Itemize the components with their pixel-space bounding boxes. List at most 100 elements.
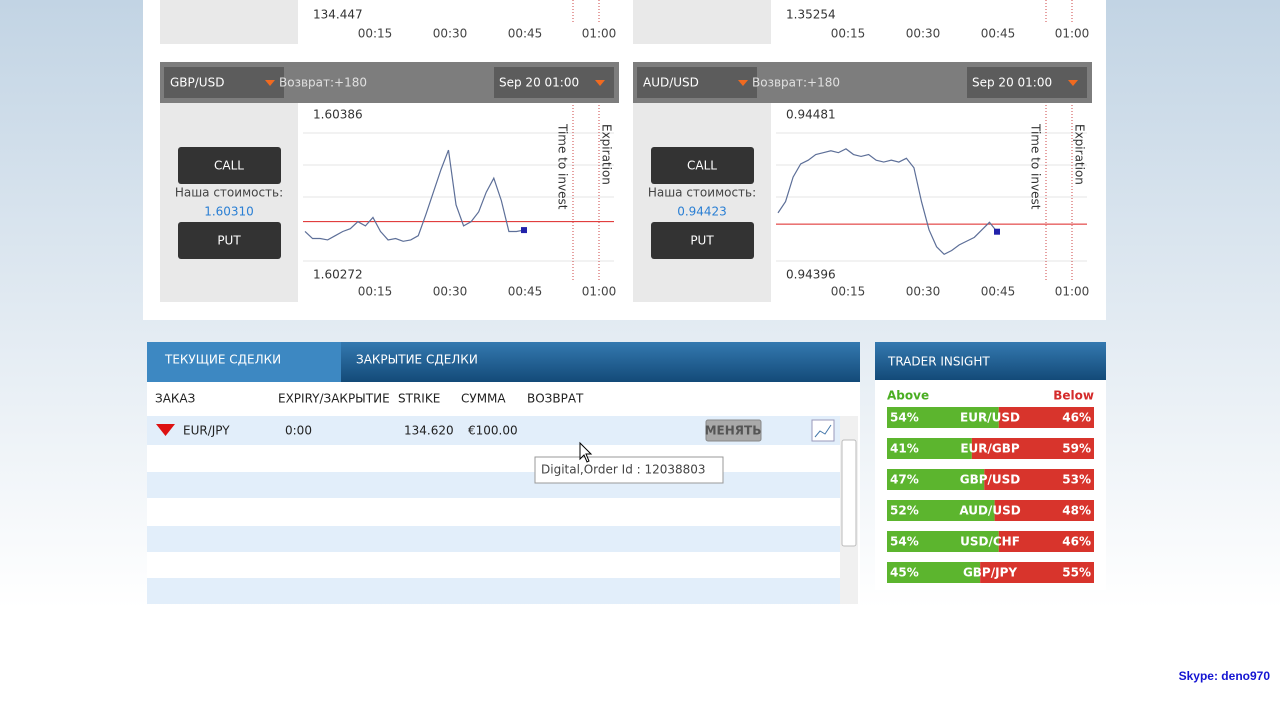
below-pct: 53% <box>1062 473 1091 487</box>
put-label: PUT <box>690 234 714 248</box>
time-tick: 00:15 <box>831 285 866 299</box>
above-bar <box>887 438 972 459</box>
pair-name: EUR/USD <box>960 411 1020 425</box>
control-pane <box>160 0 298 44</box>
price-caption: Наша стоимость: <box>175 186 283 200</box>
time-tick: 01:00 <box>582 285 617 299</box>
tab-label[interactable]: ТЕКУЩИЕ СДЕЛКИ <box>164 353 281 367</box>
below-pct: 55% <box>1062 566 1091 580</box>
time-tick: 00:30 <box>433 285 468 299</box>
expiration: Expiration <box>1073 124 1087 185</box>
chart-icon-line <box>814 424 832 438</box>
expiry-dropdown[interactable] <box>967 67 1087 98</box>
call-button[interactable] <box>178 147 281 184</box>
time-tick: 00:15 <box>358 27 393 41</box>
scroll-thumb[interactable] <box>841 439 857 547</box>
below-bar <box>984 469 1094 490</box>
above-bar <box>887 469 985 490</box>
below-bar <box>994 500 1094 521</box>
pair-dropdown[interactable] <box>164 67 284 98</box>
pair-name: GBP/USD <box>960 473 1021 487</box>
column-header: ЗАКАЗ <box>155 392 195 406</box>
put-button[interactable] <box>178 222 281 259</box>
control-pane <box>633 103 771 302</box>
price-low-label: 0.94396 <box>786 268 836 282</box>
below-bar <box>998 407 1094 428</box>
pair-dropdown[interactable] <box>637 67 757 98</box>
time-tick: 00:45 <box>508 285 543 299</box>
above-label: Above <box>887 389 929 403</box>
call-label: CALL <box>214 159 244 173</box>
above-bar <box>887 500 995 521</box>
column-header: СУММА <box>461 392 506 406</box>
price-high-label: 1.60386 <box>313 108 363 122</box>
below-pct: 48% <box>1062 504 1091 518</box>
skype-caption: Skype: deno970 <box>1179 669 1271 683</box>
above-bar <box>887 407 999 428</box>
above-bar <box>887 531 999 552</box>
expiry-dropdown[interactable] <box>494 67 614 98</box>
price-line <box>777 148 998 256</box>
below-pct: 59% <box>1062 442 1091 456</box>
column-header: EXPIRY/ЗАКРЫТИЕ <box>278 392 390 406</box>
above-pct: 41% <box>890 442 919 456</box>
trade-expiry: 0:00 <box>285 424 312 438</box>
dropdown-arrow <box>1068 80 1078 86</box>
below-pct: 46% <box>1062 411 1091 425</box>
below-pct: 46% <box>1062 535 1091 549</box>
direction-icon <box>156 424 175 436</box>
below-bar <box>980 562 1094 583</box>
below-bar <box>998 531 1094 552</box>
chart-icon[interactable] <box>811 419 835 442</box>
time-tick: 00:30 <box>906 27 941 41</box>
payout-label: Возврат:+180 <box>279 76 367 90</box>
put-button[interactable] <box>651 222 754 259</box>
time-tick: 00:45 <box>508 27 543 41</box>
tooltip <box>534 456 724 484</box>
expiry-label: Sep 20 01:00 <box>499 76 579 90</box>
change-label[interactable]: МЕНЯТЬ <box>705 424 762 438</box>
widgets-panel <box>143 0 1106 320</box>
time-tick: 00:15 <box>831 27 866 41</box>
above-bar <box>887 562 981 583</box>
time-to-invest: Time to invest <box>556 123 570 210</box>
trade-pair: EUR/JPY <box>183 424 230 438</box>
price-low-label: 134.447 <box>313 8 363 22</box>
time-tick: 00:15 <box>358 285 393 299</box>
cursor <box>579 441 593 463</box>
time-tick: 00:45 <box>981 285 1016 299</box>
time-tick: 00:30 <box>433 27 468 41</box>
change-button[interactable] <box>705 419 762 442</box>
time-tick: 01:00 <box>582 27 617 41</box>
tooltip-text: Digital,Order Id : 12038803 <box>541 463 706 477</box>
tab-label[interactable]: ЗАКРЫТИЕ СДЕЛКИ <box>356 353 478 367</box>
above-pct: 45% <box>890 566 919 580</box>
price-low-label: 1.35254 <box>786 8 836 22</box>
expiration: Expiration <box>600 124 614 185</box>
above-pct: 47% <box>890 473 919 487</box>
insight-header <box>875 342 1106 380</box>
row-stripe <box>147 472 840 498</box>
column-header: ВОЗВРАТ <box>527 392 584 406</box>
row-stripe <box>147 578 840 604</box>
pair-label: GBP/USD <box>170 76 224 90</box>
current-price: 0.94423 <box>677 205 727 219</box>
active-tab[interactable] <box>147 342 341 382</box>
call-button[interactable] <box>651 147 754 184</box>
time-tick: 00:30 <box>906 285 941 299</box>
control-pane <box>633 0 771 44</box>
expiry-label: Sep 20 01:00 <box>972 76 1052 90</box>
time-to-invest: Time to invest <box>1029 123 1043 210</box>
pair-name: GBP/JPY <box>963 566 1017 580</box>
price-high-label: 0.94481 <box>786 108 836 122</box>
call-label: CALL <box>687 159 717 173</box>
above-pct: 54% <box>890 535 919 549</box>
row-stripe <box>147 526 840 552</box>
pair-label: AUD/USD <box>643 76 699 90</box>
pair-name: USD/CHF <box>960 535 1020 549</box>
pair-name: AUD/USD <box>959 504 1020 518</box>
dropdown-arrow <box>738 80 748 86</box>
dropdown-arrow <box>265 80 275 86</box>
